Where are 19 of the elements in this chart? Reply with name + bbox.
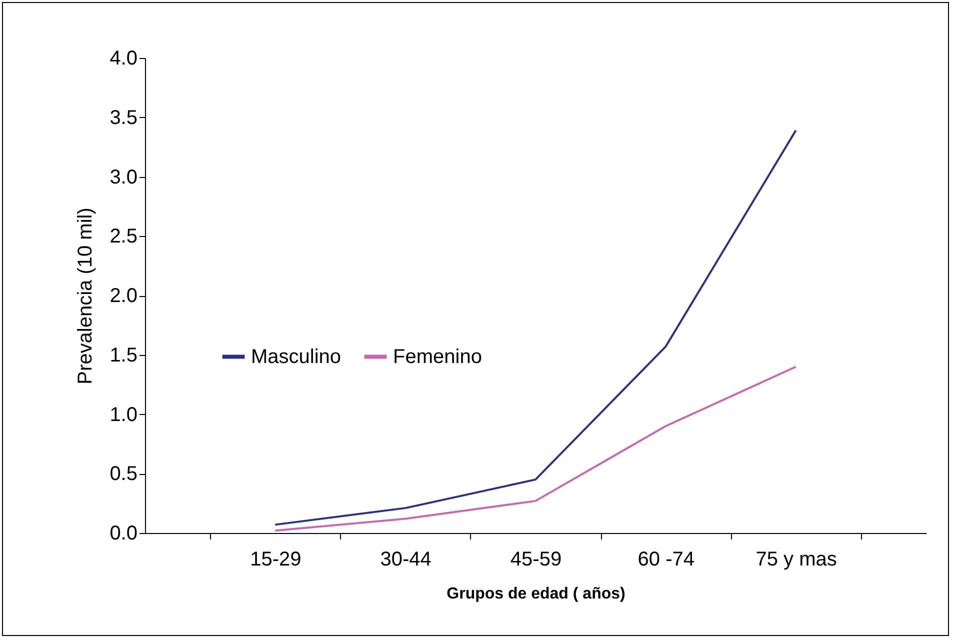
- legend-label: Femenino: [393, 346, 482, 368]
- y-tick-label: 4.0: [110, 48, 138, 70]
- x-tick-label: 45-59: [510, 548, 562, 570]
- line-series: [274, 366, 797, 532]
- x-tick-label: 30-44: [380, 548, 432, 570]
- y-tick-label: 0.5: [110, 463, 138, 486]
- y-tick-label: 3.5: [110, 106, 138, 129]
- y-tick-label: 1.5: [110, 344, 138, 366]
- y-tick-label: 0.0: [110, 522, 138, 544]
- y-tick-label: 2.0: [110, 285, 138, 307]
- y-tick-label: 1.0: [110, 404, 138, 426]
- y-axis-title: Prevalencia (10 mil): [74, 208, 97, 384]
- y-tick-label: 3.0: [110, 166, 138, 188]
- x-tick-label: 15-29: [250, 548, 302, 570]
- legend-label: Masculino: [251, 346, 342, 368]
- x-axis-title: Grupos de edad ( años): [446, 586, 626, 602]
- y-tick-label: 2.5: [110, 226, 138, 248]
- x-tick-label: 75 y mas: [756, 548, 837, 570]
- x-tick-label: 60 -74: [638, 548, 695, 570]
